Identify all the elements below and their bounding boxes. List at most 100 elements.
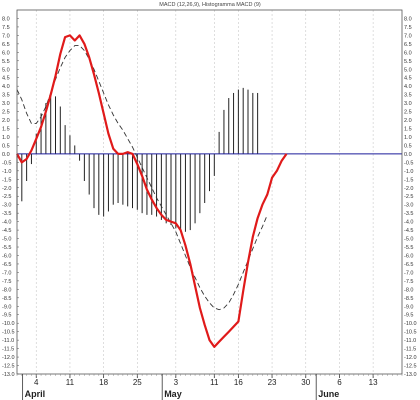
y-tick-label-left: 0.5 [2,143,10,149]
y-tick-label-left: -7.5 [2,279,11,285]
y-tick-label-right: 4.0 [404,84,412,90]
y-tick-label-right: -2.5 [404,194,413,200]
y-tick-label-right: 7.0 [404,33,412,39]
macd-line [16,34,288,348]
y-tick-label-right: -11.5 [404,347,416,353]
histogram-series [16,87,259,232]
y-tick-label-right: -7.5 [404,279,413,285]
y-tick-label-right: 6.0 [404,50,412,56]
y-tick-label-left: -8.0 [2,287,11,293]
y-tick-label-left: -0.5 [2,160,11,166]
y-tick-label-right: -10.5 [404,330,417,336]
y-tick-label-left: -7.0 [2,270,11,276]
y-tick-label-left: 7.0 [2,33,10,39]
x-tick-label: 4 [34,378,39,387]
y-tick-label-right: -5.0 [404,237,413,243]
signal-line [16,45,268,311]
y-tick-label-left: -1.5 [2,177,11,183]
y-tick-label-right: 6.5 [404,42,412,48]
x-tick-label: 18 [99,378,108,387]
y-tick-label-left: 2.0 [2,118,10,124]
y-tick-label-left: -4.5 [2,228,11,234]
y-tick-label-left: -10.0 [2,321,15,327]
y-tick-label-left: 7.5 [2,25,10,31]
y-tick-label-right: 1.5 [404,127,412,133]
x-tick-label: 11 [210,378,219,387]
y-tick-label-right: -7.0 [404,270,413,276]
x-tick-label: 16 [234,378,243,387]
x-tick-label: 6 [337,378,342,387]
y-axis-right: 8.0 7.5 7.0 6.5 6.0 5.5 5.0 4.5 4.0 3.5 3.0 2.5 2.0 1… [404,16,417,378]
y-tick-label-left: 6.0 [2,50,10,56]
y-tick-label-left: -9.5 [2,313,11,319]
y-tick-label-left: -6.0 [2,253,11,259]
y-tick-label-left: -2.5 [2,194,11,200]
y-tick-label-left: -11.0 [2,338,14,344]
x-tick-label: 23 [268,378,277,387]
y-tick-label-right: 0.5 [404,143,412,149]
y-tick-label-left: -3.0 [2,203,11,209]
y-tick-label-left: 1.0 [2,135,10,141]
y-tick-label-left: -5.5 [2,245,11,251]
x-tick-label: 30 [301,378,310,387]
y-tick-label-right: -8.5 [404,296,413,302]
y-tick-label-right: -8.0 [404,287,413,293]
y-tick-label-right: 5.5 [404,59,412,65]
y-tick-label-right: 2.0 [404,118,412,124]
y-tick-label-right: 1.0 [404,135,412,141]
chart-title: MACD (12,26,9), Histogramma MACD (9) [159,2,261,8]
y-tick-label-right: -6.5 [404,262,413,268]
x-axis: 4 11 18 25 3 11 16 23 30 6 13 April May June [16,374,403,400]
y-tick-label-left: -11.5 [2,347,14,353]
y-tick-label-right: 2.5 [404,110,412,116]
y-tick-label-right: -12.0 [404,355,417,361]
y-tick-label-right: -1.0 [404,169,413,175]
month-label: June [318,389,339,399]
month-label: May [164,389,182,399]
y-tick-label-right: -4.0 [404,220,413,226]
y-tick-label-right: -12.5 [404,364,417,370]
x-tick-label: 25 [133,378,142,387]
y-tick-label-right: -9.5 [404,313,413,319]
y-tick-label-right: -2.0 [404,186,413,192]
y-tick-label-right: 7.5 [404,25,412,31]
y-tick-label-left: -12.5 [2,364,15,370]
y-tick-label-right: -11.0 [404,338,416,344]
y-tick-label-left: 3.5 [2,93,10,99]
y-tick-label-left: -1.0 [2,169,11,175]
y-tick-label-right: 3.5 [404,93,412,99]
y-tick-label-right: 8.0 [404,16,412,22]
x-tick-label: 11 [66,378,75,387]
y-tick-label-left: 4.0 [2,84,10,90]
y-tick-label-right: -3.5 [404,211,413,217]
y-tick-label-right: -6.0 [404,253,413,259]
y-tick-label-left: 1.5 [2,127,10,133]
y-tick-label-left: -3.5 [2,211,11,217]
y-tick-label-right: -5.5 [404,245,413,251]
y-tick-label-left: 8.0 [2,16,10,22]
y-tick-label-left: -4.0 [2,220,11,226]
y-tick-label-left: 6.5 [2,42,10,48]
y-tick-label-left: -13.0 [2,372,15,378]
y-tick-label-right: 5.0 [404,67,412,73]
y-tick-label-right: -9.0 [404,304,413,310]
x-tick-label: 13 [369,378,378,387]
y-tick-label-right: -10.0 [404,321,417,327]
x-tick-label: 3 [174,378,179,387]
y-tick-label-left: -5.0 [2,237,11,243]
y-tick-label-left: 5.0 [2,67,10,73]
y-tick-label-left: -10.5 [2,330,15,336]
y-tick-label-right: 0.0 [404,152,412,158]
y-tick-label-left: 4.5 [2,76,10,82]
y-tick-label-right: -13.0 [404,372,417,378]
y-tick-label-right: 4.5 [404,76,412,82]
y-tick-label-left: 2.5 [2,110,10,116]
y-tick-label-right: -4.5 [404,228,413,234]
y-tick-label-right: -3.0 [404,203,413,209]
y-tick-label-right: -1.5 [404,177,413,183]
y-tick-label-left: 0.0 [2,152,10,158]
y-tick-label-right: -0.5 [404,160,413,166]
y-tick-label-left: -6.5 [2,262,11,268]
y-tick-label-left: -9.0 [2,304,11,310]
